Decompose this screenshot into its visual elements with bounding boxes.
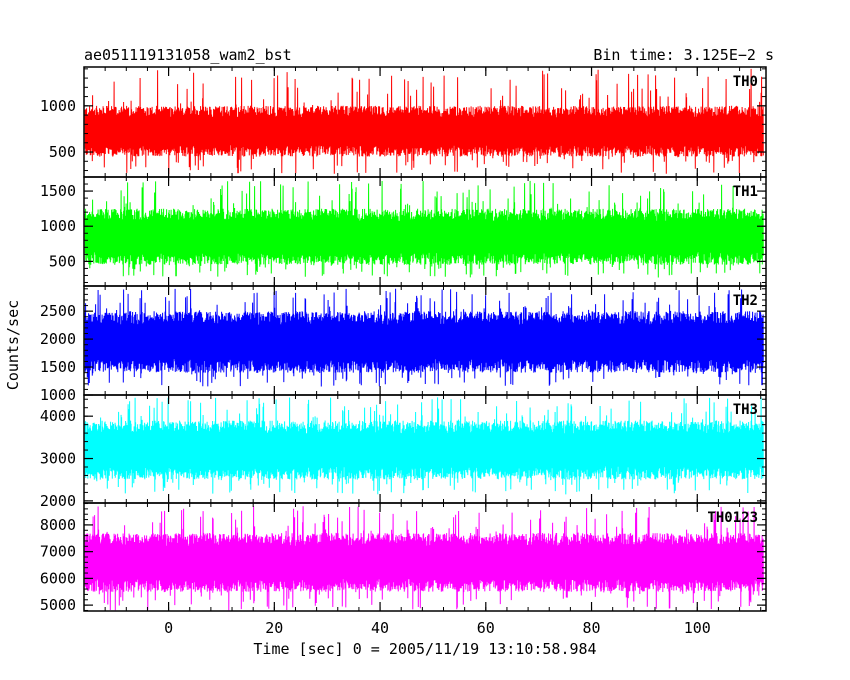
y-tick-label: 3000: [40, 450, 76, 468]
series-th1: [84, 180, 764, 278]
y-tick-label: 1500: [40, 358, 76, 376]
series-th0: [84, 68, 764, 174]
y-tick-label: 8000: [40, 516, 76, 534]
series-th0123: [84, 506, 764, 611]
x-tick-label: 80: [583, 619, 601, 637]
y-tick-label: 7000: [40, 543, 76, 561]
panel-th1: 500 1000 1500 TH1: [40, 176, 767, 287]
y-tick-label: 2000: [40, 330, 76, 348]
y-tick-label: 5000: [40, 596, 76, 614]
y-tick-label: 1000: [40, 386, 76, 404]
panel-label-th3: TH3: [733, 402, 758, 418]
y-tick-label: 1500: [40, 182, 76, 200]
series-th2: [84, 288, 764, 387]
y-axis-label: Counts/sec: [4, 300, 22, 390]
y-tick-label: 2000: [40, 492, 76, 510]
x-tick-label: 0: [164, 619, 173, 637]
x-tick-label: 100: [684, 619, 711, 637]
y-tick-label: 500: [49, 252, 76, 270]
x-tick-label: 20: [265, 619, 283, 637]
x-tick-label: 60: [477, 619, 495, 637]
panel-label-th2: TH2: [733, 293, 758, 309]
chart-title: ae051119131058_wam2_bst: [84, 46, 292, 64]
y-tick-label: 6000: [40, 569, 76, 587]
chart-subtitle: Bin time: 3.125E−2 s: [593, 46, 774, 64]
panel-th0123: 5000 6000 7000 8000 TH0123: [40, 502, 767, 614]
series-th3: [84, 397, 764, 495]
y-tick-label: 2500: [40, 302, 76, 320]
x-axis-label: Time [sec] 0 = 2005/11/19 13:10:58.984: [253, 640, 596, 658]
panel-th3: 2000 3000 4000 TH3: [40, 394, 767, 510]
y-tick-label: 500: [49, 143, 76, 161]
panel-th0: 500 1000 TH0: [40, 66, 767, 178]
panel-label-th0: TH0: [733, 74, 758, 90]
x-tick-label: 40: [371, 619, 389, 637]
y-tick-label: 4000: [40, 407, 76, 425]
y-tick-label: 1000: [40, 217, 76, 235]
panel-label-th0123: TH0123: [707, 510, 758, 526]
panel-th2: 1000 1500 2000 2500 TH2: [40, 285, 767, 404]
y-tick-label: 1000: [40, 97, 76, 115]
panel-label-th1: TH1: [733, 184, 758, 200]
